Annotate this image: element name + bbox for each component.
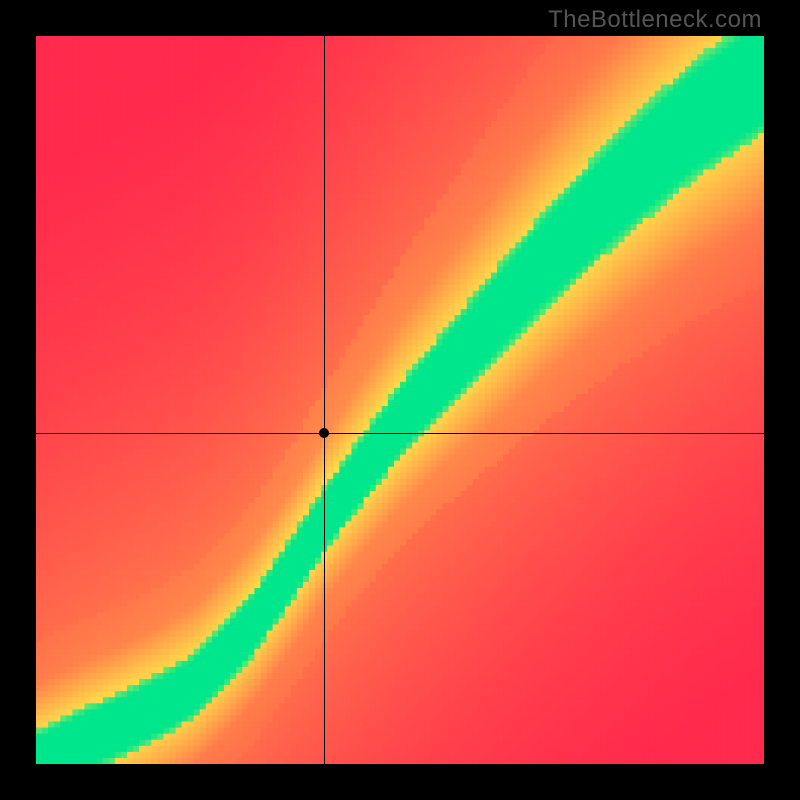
heatmap-canvas <box>36 36 764 764</box>
watermark-text: TheBottleneck.com <box>548 6 762 34</box>
crosshair-marker-dot <box>319 428 329 438</box>
crosshair-horizontal <box>36 433 764 434</box>
chart-container: TheBottleneck.com <box>0 0 800 800</box>
plot-area <box>36 36 764 764</box>
crosshair-vertical <box>324 36 325 764</box>
